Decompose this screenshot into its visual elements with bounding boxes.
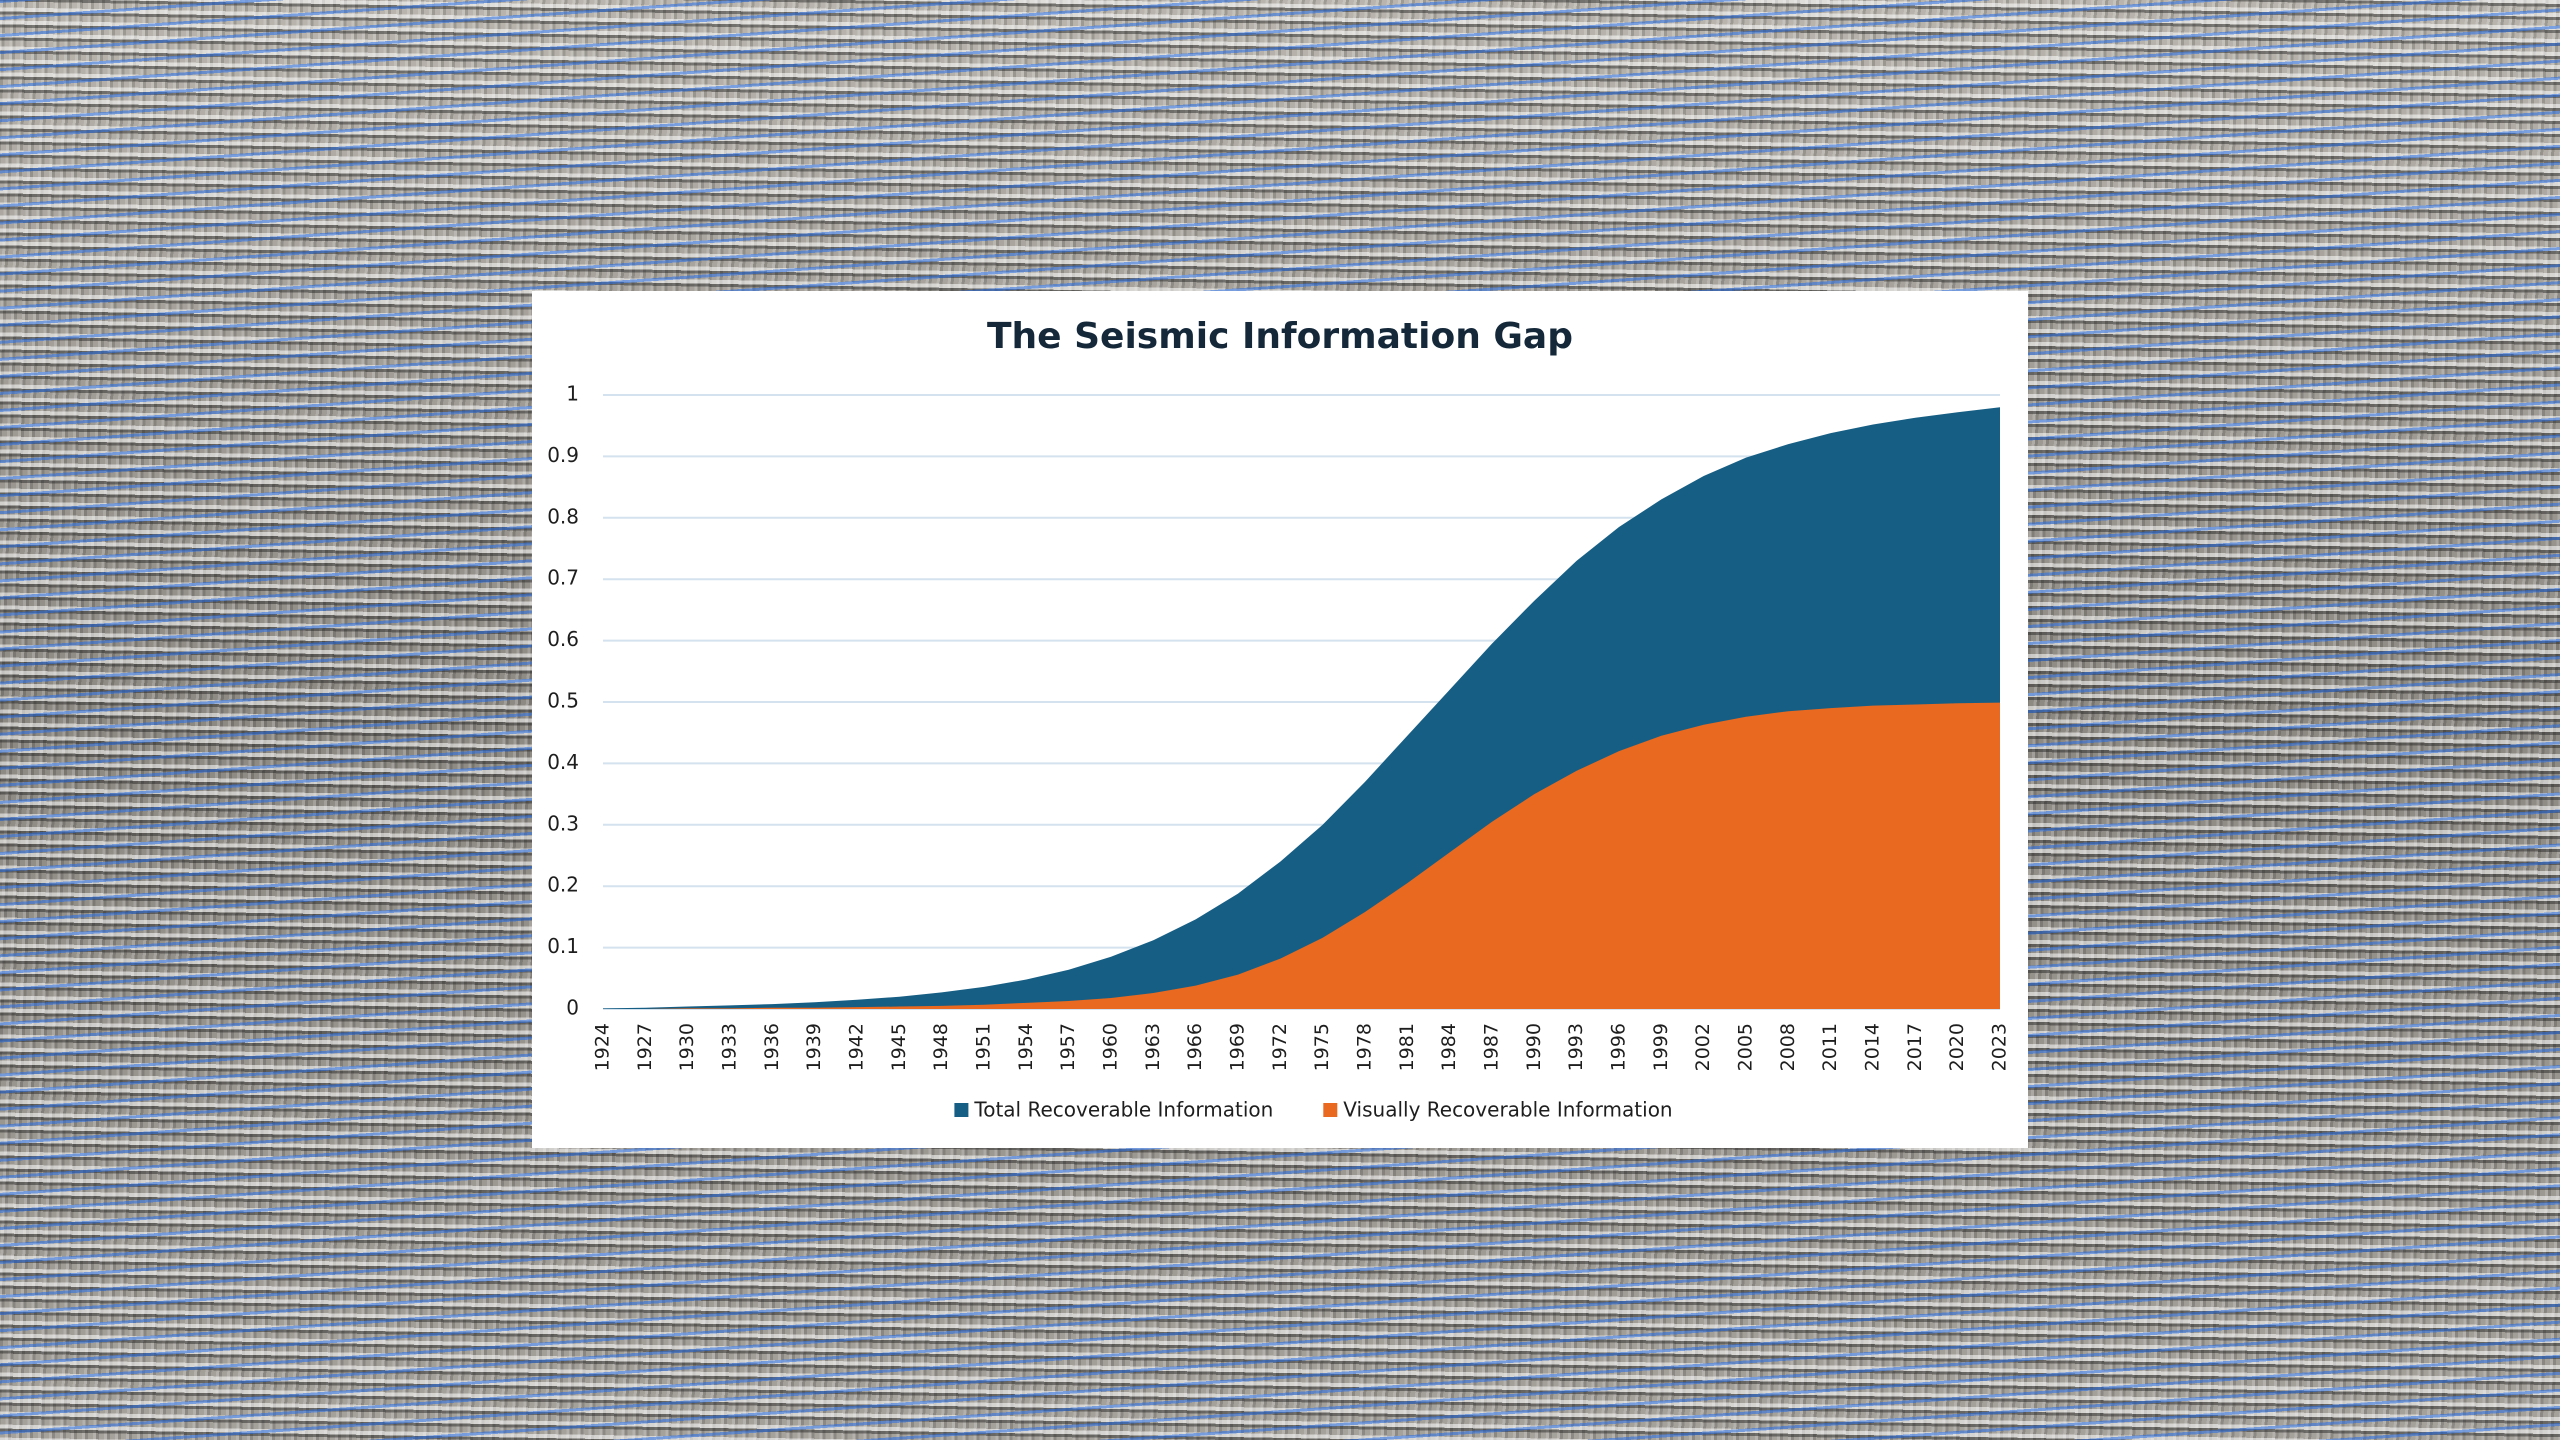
y-tick-label: 0.2 bbox=[547, 873, 579, 897]
chart-title: The Seismic Information Gap bbox=[987, 316, 1573, 357]
x-tick-label: 2002 bbox=[1692, 1023, 1714, 1071]
y-tick-label: 0.8 bbox=[547, 504, 579, 528]
y-tick-label: 0 bbox=[566, 996, 579, 1020]
x-tick-label: 1996 bbox=[1608, 1023, 1630, 1071]
chart: The Seismic Information Gap 0 0.1 0.2 0.3 0.… bbox=[532, 291, 2028, 1148]
x-tick-label: 1975 bbox=[1311, 1023, 1333, 1071]
y-tick-label: 0.4 bbox=[547, 750, 579, 774]
x-tick-label: 1990 bbox=[1523, 1023, 1545, 1071]
y-tick-label: 0.6 bbox=[547, 627, 579, 651]
x-tick-label: 1993 bbox=[1565, 1023, 1587, 1071]
x-tick-label: 1936 bbox=[761, 1023, 783, 1071]
legend-swatch bbox=[954, 1103, 969, 1117]
x-tick-label: 1945 bbox=[888, 1023, 910, 1071]
x-tick-label: 1981 bbox=[1396, 1023, 1418, 1071]
legend-label: Visually Recoverable Information bbox=[1343, 1098, 1672, 1122]
x-tick-label: 1969 bbox=[1227, 1023, 1249, 1071]
x-tick-label: 2023 bbox=[1989, 1023, 2011, 1071]
x-tick-label: 1960 bbox=[1100, 1023, 1122, 1071]
legend-swatch bbox=[1323, 1103, 1338, 1117]
y-tick-label: 0.1 bbox=[547, 934, 579, 958]
y-tick-label: 0.3 bbox=[547, 811, 579, 835]
x-tick-label: 1930 bbox=[676, 1023, 698, 1071]
legend-label: Total Recoverable Information bbox=[973, 1098, 1273, 1122]
area bbox=[603, 702, 2000, 1009]
x-tick-label: 1963 bbox=[1142, 1023, 1164, 1071]
x-tick-label: 1948 bbox=[930, 1023, 952, 1071]
x-tick-label: 1954 bbox=[1015, 1023, 1037, 1071]
x-tick-label: 1939 bbox=[803, 1023, 825, 1071]
x-tick-label: 1972 bbox=[1269, 1023, 1291, 1071]
x-tick-label: 1924 bbox=[592, 1023, 614, 1071]
x-tick-label: 2011 bbox=[1819, 1023, 1841, 1071]
x-tick-label: 1999 bbox=[1650, 1023, 1672, 1071]
legend: Total Recoverable Information Visually Re… bbox=[954, 1098, 1673, 1122]
x-tick-label: 1951 bbox=[973, 1023, 995, 1071]
x-tick-label: 1957 bbox=[1057, 1023, 1079, 1071]
x-tick-label: 2014 bbox=[1862, 1023, 1884, 1071]
y-tick-label: 0.9 bbox=[547, 443, 579, 467]
x-tick-label: 2005 bbox=[1735, 1023, 1757, 1071]
x-tick-label: 1978 bbox=[1354, 1023, 1376, 1071]
x-tick-label: 2017 bbox=[1904, 1023, 1926, 1071]
x-tick-label: 1927 bbox=[634, 1023, 656, 1071]
y-tick-label: 1 bbox=[566, 382, 579, 406]
x-tick-label: 1984 bbox=[1438, 1023, 1460, 1071]
x-tick-label: 1966 bbox=[1184, 1023, 1206, 1071]
x-tick-label: 2020 bbox=[1946, 1023, 1968, 1071]
x-tick-label: 2008 bbox=[1777, 1023, 1799, 1071]
y-tick-label: 0.5 bbox=[547, 689, 579, 713]
x-tick-label: 1933 bbox=[719, 1023, 741, 1071]
y-tick-label: 0.7 bbox=[547, 566, 579, 590]
x-tick-label: 1942 bbox=[846, 1023, 868, 1071]
x-tick-label: 1987 bbox=[1481, 1023, 1503, 1071]
